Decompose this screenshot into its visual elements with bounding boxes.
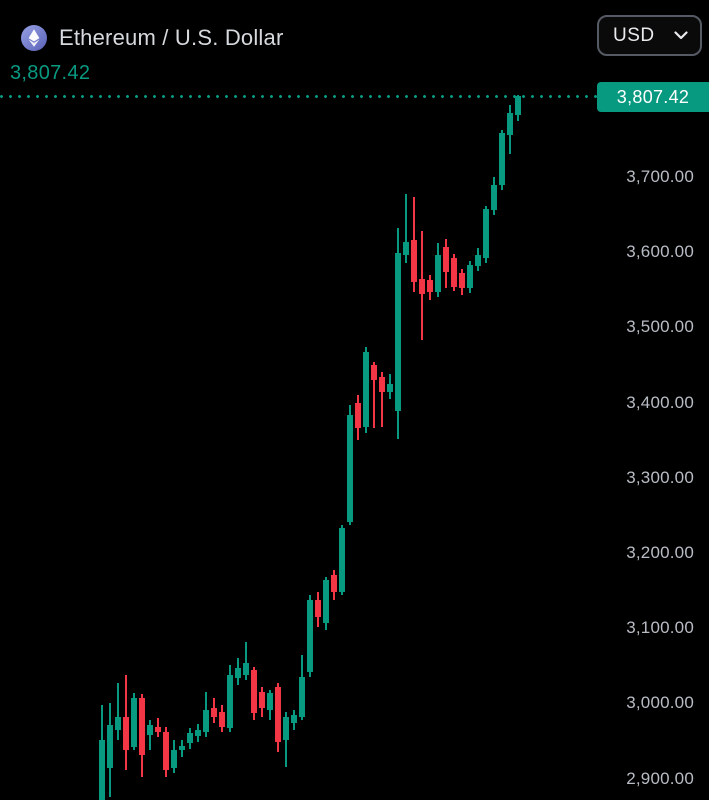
candle-body	[259, 692, 265, 708]
price-scale-axis[interactable]: 3,700.00 3,600.00 3,500.00 3,400.00 3,300.00…	[594, 0, 709, 800]
candle-body	[419, 278, 425, 294]
price-tick: 3,400.00	[626, 392, 694, 412]
price-tick: 3,700.00	[626, 167, 694, 186]
candle-body	[203, 710, 209, 732]
candle-body	[379, 377, 385, 393]
candle-body	[299, 677, 305, 717]
candle-body	[355, 403, 361, 429]
candle-body	[267, 692, 273, 711]
candle-body	[275, 686, 281, 742]
current-price-badge: 3,807.42	[597, 82, 709, 113]
candle-body	[211, 707, 217, 717]
candle-wick	[381, 371, 383, 427]
candle-body	[371, 365, 377, 381]
candle-body	[507, 113, 513, 135]
candle-body	[147, 725, 153, 735]
candle-body	[459, 273, 465, 289]
candle-wick	[149, 719, 151, 751]
candle-body	[123, 716, 129, 750]
candle-body	[195, 730, 201, 737]
candle-body	[227, 674, 233, 729]
symbol-title: Ethereum / U.S. Dollar	[59, 25, 284, 50]
candle-body	[107, 725, 113, 769]
candle-body	[403, 241, 409, 256]
candle-body	[315, 599, 321, 617]
candle-body	[475, 255, 481, 267]
price-tick: 3,000.00	[626, 693, 694, 713]
candle-body	[115, 716, 121, 730]
last-price-readout: 3,807.42	[10, 62, 91, 84]
candle-body	[427, 280, 433, 293]
currency-dropdown-value: USD	[613, 24, 655, 46]
candle-body	[515, 96, 521, 116]
candle-body	[163, 731, 169, 771]
candle-body	[483, 208, 489, 259]
candle-body	[179, 745, 185, 750]
candle-body	[219, 712, 225, 728]
candle-body	[435, 255, 441, 293]
ethereum-icon	[21, 25, 47, 51]
candle-body	[99, 740, 105, 800]
candle-body	[131, 698, 137, 747]
candle-body	[443, 246, 449, 272]
candle-body	[251, 670, 257, 714]
candle-body	[331, 574, 337, 593]
candle-body	[323, 580, 329, 623]
candle-body	[187, 733, 193, 744]
price-tick: 3,100.00	[626, 618, 694, 638]
price-tick: 2,900.00	[626, 768, 694, 788]
candle-wick	[405, 193, 407, 264]
candle-body	[363, 352, 369, 427]
candle-wick	[117, 683, 119, 741]
price-tick: 3,300.00	[626, 467, 694, 487]
candle-body	[387, 383, 393, 393]
current-price-line	[0, 94, 597, 98]
candle-body	[395, 252, 401, 411]
candle-body	[235, 668, 241, 678]
candle-body	[291, 714, 297, 723]
candle-body	[411, 240, 417, 283]
candle-body	[347, 414, 353, 523]
candle-body	[467, 264, 473, 289]
candle-body	[283, 716, 289, 741]
candle-body	[491, 185, 497, 211]
candle-body	[243, 662, 249, 675]
candle-body	[171, 750, 177, 769]
candle-wick	[245, 641, 247, 681]
price-tick: 3,600.00	[626, 242, 694, 262]
candle-body	[451, 258, 457, 287]
candle-body	[139, 698, 145, 756]
price-tick: 3,200.00	[626, 543, 694, 562]
candle-wick	[373, 361, 375, 429]
candle-body	[499, 133, 505, 186]
symbol-legend[interactable]: Ethereum / U.S. Dollar	[20, 24, 283, 52]
price-tick: 3,500.00	[626, 317, 694, 337]
candle-body	[307, 599, 313, 672]
currency-dropdown[interactable]: USD	[597, 15, 702, 56]
candle-body	[155, 727, 161, 732]
candle-body	[339, 528, 345, 593]
chevron-down-icon	[674, 31, 688, 40]
